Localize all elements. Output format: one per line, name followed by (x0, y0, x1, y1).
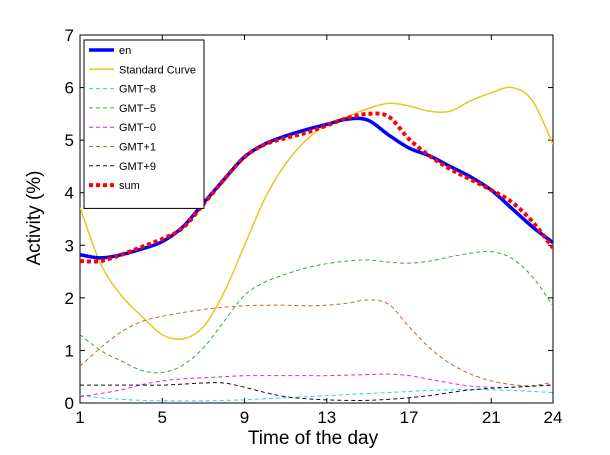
legend-label: GMT+9 (119, 161, 156, 173)
x-tick-label: 21 (482, 408, 501, 427)
legend-label: GMT−0 (119, 122, 156, 134)
plot-frame (79, 34, 554, 404)
y-tick-label: 1 (65, 341, 74, 360)
series-line-gmt-0 (80, 373, 553, 398)
y-tick-label: 4 (65, 184, 74, 203)
series-line-gmt-9 (80, 382, 553, 401)
y-tick-label: 6 (65, 79, 74, 98)
x-tick-label: 13 (317, 408, 336, 427)
series-line-gmt-1 (80, 299, 553, 387)
legend-label: GMT−5 (119, 103, 156, 115)
legend-label: en (119, 45, 131, 57)
series-line-gmt-5 (80, 250, 553, 374)
legend-label: Standard Curve (119, 64, 196, 76)
x-tick-label: 24 (544, 408, 563, 427)
y-tick-label: 7 (65, 26, 74, 45)
legend-label: sum (119, 180, 140, 192)
x-tick-label: 5 (158, 408, 167, 427)
legend-label: GMT+1 (119, 142, 156, 154)
legend-label: GMT−8 (119, 84, 156, 96)
legend-box (83, 39, 205, 209)
y-tick-label: 2 (65, 289, 74, 308)
x-axis-title: Time of the day (248, 428, 379, 449)
legend: en Standard Curve GMT−8 GMT−5 GMT−0 GMT+1 GMT+… (83, 39, 205, 209)
x-tick-label: 17 (400, 408, 419, 427)
x-tick-label: 9 (240, 408, 249, 427)
y-tick-label: 3 (65, 236, 74, 255)
series-line-en (80, 116, 553, 260)
series-line-sum (80, 111, 553, 264)
y-tick-label: 5 (65, 131, 74, 150)
x-tick-label: 1 (75, 408, 84, 427)
y-axis-title: Activity (%) (24, 171, 45, 266)
y-tick-label: 0 (65, 394, 74, 413)
